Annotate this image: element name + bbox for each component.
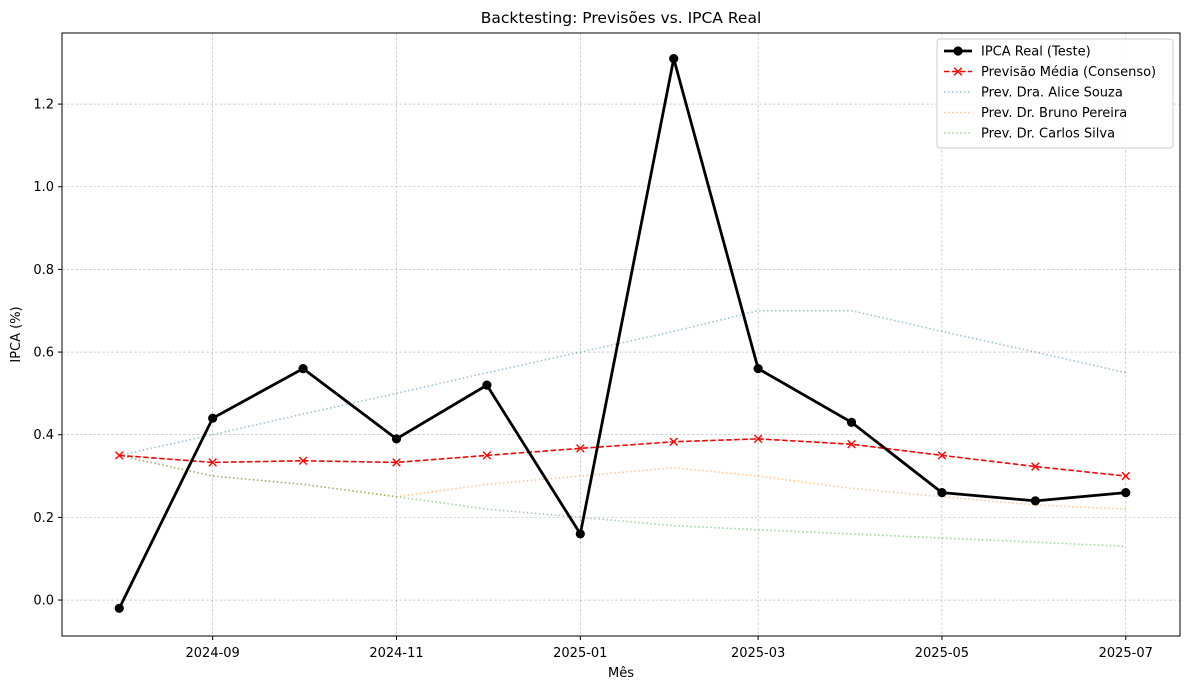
- legend-marker: [953, 46, 963, 56]
- series-4: [119, 454, 1126, 548]
- y-tick-label: 1.0: [33, 180, 54, 195]
- y-axis: 0.0 0.2 0.4 0.6 0.8 1.0 1.2: [33, 98, 62, 609]
- data-point: [392, 458, 401, 467]
- data-point: [937, 487, 947, 498]
- data-point: [847, 439, 856, 449]
- series-3: [119, 454, 1126, 510]
- data-point: [208, 413, 218, 423]
- x-tick-label: 2025-03: [731, 646, 785, 661]
- y-axis-label: IPCA (%): [9, 306, 24, 362]
- data-point: [753, 434, 763, 444]
- y-tick-label: 0.4: [33, 428, 54, 443]
- legend-label: IPCA Real (Teste): [981, 45, 1091, 60]
- data-point: [114, 451, 124, 460]
- legend-frame: [936, 38, 1174, 149]
- x-tick-label: 2024-09: [186, 646, 240, 661]
- data-point: [298, 456, 308, 466]
- data-point: [669, 54, 679, 64]
- data-point: [298, 363, 308, 374]
- y-tick-label: 0.0: [33, 594, 54, 609]
- series-line: [119, 438, 1126, 477]
- x-tick-label: 2024-11: [369, 646, 423, 661]
- legend-label: Previsão Média (Consenso): [981, 65, 1156, 80]
- chart-title: Backtesting: Previsões vs. IPCA Real: [481, 9, 762, 27]
- data-point: [1030, 496, 1040, 506]
- y-tick-label: 1.2: [33, 98, 54, 113]
- legend-item: Prev. Dr. Bruno Pereira: [944, 106, 1127, 121]
- y-tick-label: 0.6: [33, 346, 54, 361]
- x-tick-label: 2025-01: [553, 646, 607, 661]
- series-line: [119, 454, 1126, 510]
- legend: IPCA Real (Teste) Previsão Média (Consens…: [936, 38, 1174, 149]
- data-point: [391, 434, 402, 444]
- legend-label: Prev. Dr. Bruno Pereira: [981, 106, 1127, 121]
- data-point: [846, 417, 857, 427]
- x-tick-label: 2025-07: [1099, 646, 1153, 661]
- legend-label: Prev. Dra. Alice Souza: [981, 86, 1123, 101]
- series-2: [119, 309, 1126, 457]
- data-point: [576, 444, 585, 453]
- series-0: [114, 54, 1131, 613]
- x-tick-label: 2025-05: [915, 646, 969, 661]
- data-point: [482, 380, 492, 390]
- x-axis-label: Mês: [608, 666, 634, 681]
- x-axis: 2024-09 2024-11 2025-01 2025-03 2025-05 2025-…: [186, 636, 1153, 661]
- y-tick-label: 0.2: [33, 511, 54, 526]
- data-point: [575, 529, 585, 539]
- series-line: [117, 57, 1126, 609]
- data-point: [669, 437, 679, 447]
- data-point: [482, 451, 492, 460]
- y-tick-label: 0.8: [33, 263, 54, 278]
- data-point: [1121, 471, 1131, 481]
- legend-marker: [953, 67, 963, 76]
- legend-label: Prev. Dr. Carlos Silva: [981, 127, 1115, 142]
- data-point: [937, 451, 947, 460]
- data-point: [114, 603, 124, 613]
- plot-frame: [61, 32, 1181, 637]
- legend-item: Prev. Dra. Alice Souza: [944, 86, 1123, 101]
- data-point: [753, 363, 763, 374]
- legend-item: IPCA Real (Teste): [944, 45, 1091, 60]
- data-point: [1121, 487, 1131, 498]
- series-line: [119, 309, 1126, 457]
- grid: [62, 33, 1180, 636]
- data-point: [1031, 462, 1040, 471]
- series-layer: [114, 54, 1131, 613]
- series-1: [114, 434, 1131, 481]
- legend-item: Prev. Dr. Carlos Silva: [944, 127, 1115, 142]
- series-line: [119, 454, 1126, 548]
- legend-item: Previsão Média (Consenso): [944, 65, 1156, 80]
- data-point: [208, 458, 217, 467]
